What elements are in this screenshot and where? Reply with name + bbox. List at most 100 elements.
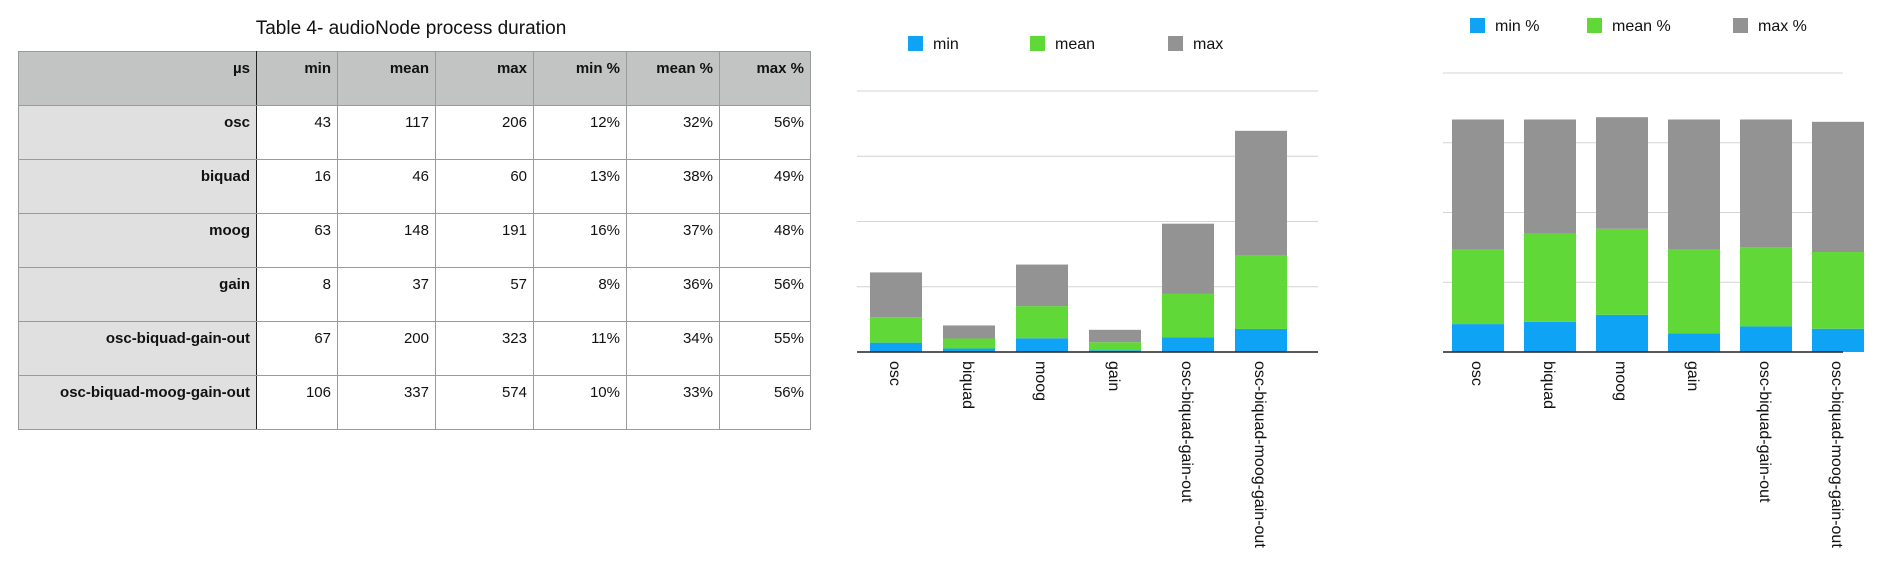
bar-max [1089, 329, 1141, 343]
bar-min [1089, 350, 1141, 352]
table-header-row: µs min mean max min % mean % max % [18, 51, 811, 106]
legend-label-min: min [933, 36, 959, 53]
cell-max-pct: 55% [719, 321, 811, 376]
bar-max [1668, 119, 1720, 250]
bar-min [1235, 328, 1287, 352]
x-tick-label: osc-biquad-gain-out [1178, 361, 1195, 503]
header-max: max [435, 51, 534, 106]
cell-max: 191 [435, 213, 534, 268]
legend-swatch-max [1733, 18, 1748, 33]
bar-min [1668, 333, 1720, 352]
x-tick-label: biquad [959, 361, 976, 409]
bar-min [1596, 314, 1648, 352]
cell-max: 323 [435, 321, 534, 376]
cell-max-pct: 49% [719, 159, 811, 214]
bar-mean [943, 338, 995, 349]
bar-mean [1452, 249, 1504, 325]
header-mean: mean [337, 51, 436, 106]
legend-label-mean: mean [1055, 36, 1095, 53]
header-min: min [256, 51, 338, 106]
bar-mean [1524, 233, 1576, 322]
bar-max [943, 325, 995, 339]
cell-mean: 117 [337, 105, 436, 160]
cell-mean: 200 [337, 321, 436, 376]
bar-max [1596, 117, 1648, 229]
bar-mean [1668, 249, 1720, 334]
bar-mean [1016, 306, 1068, 339]
bar-mean [870, 317, 922, 343]
legend-label-mean: mean % [1612, 18, 1671, 35]
cell-mean: 46 [337, 159, 436, 214]
bar-max [1235, 130, 1287, 256]
table-title: Table 4- audioNode process duration [255, 18, 567, 39]
header-max-pct: max % [719, 51, 811, 106]
cell-name: moog [18, 213, 257, 268]
cell-min-pct: 11% [533, 321, 627, 376]
x-tick-label: osc-biquad-gain-out [1756, 361, 1773, 503]
cell-min: 106 [256, 375, 338, 430]
table-row: osc-biquad-moog-gain-out 106 337 574 10% 33% 5… [18, 375, 811, 430]
table-row: moog 63 148 191 16% 37% 48% [18, 213, 811, 268]
x-tick-label: osc [1468, 361, 1485, 386]
header-min-pct: min % [533, 51, 627, 106]
bar-mean [1162, 293, 1214, 338]
cell-name: osc-biquad-gain-out [18, 321, 257, 376]
cell-mean-pct: 33% [626, 375, 720, 430]
x-tick-label: biquad [1540, 361, 1557, 409]
cell-max-pct: 48% [719, 213, 811, 268]
bar-min [1016, 338, 1068, 352]
cell-mean-pct: 37% [626, 213, 720, 268]
x-tick-label: osc [886, 361, 903, 386]
bar-min [1740, 326, 1792, 352]
bar-max [1524, 119, 1576, 234]
cell-min-pct: 13% [533, 159, 627, 214]
legend-label-max: max [1193, 36, 1223, 53]
x-tick-label: gain [1105, 361, 1122, 391]
bar-max [1740, 119, 1792, 248]
cell-mean-pct: 34% [626, 321, 720, 376]
legend-swatch-min [908, 36, 923, 51]
bar-min [943, 348, 995, 352]
x-tick-label: moog [1032, 361, 1049, 401]
legend-label-max: max % [1758, 18, 1807, 35]
table-row: gain 8 37 57 8% 36% 56% [18, 267, 811, 322]
cell-min-pct: 12% [533, 105, 627, 160]
cell-mean-pct: 36% [626, 267, 720, 322]
cell-mean: 148 [337, 213, 436, 268]
bar-mean [1089, 342, 1141, 351]
x-tick-label: moog [1612, 361, 1629, 401]
bar-min [870, 342, 922, 352]
cell-max: 574 [435, 375, 534, 430]
cell-max-pct: 56% [719, 375, 811, 430]
bar-min [1524, 321, 1576, 352]
bar-mean [1740, 247, 1792, 327]
legend-swatch-min [1470, 18, 1485, 33]
bar-max [870, 272, 922, 318]
cell-name: osc-biquad-moog-gain-out [18, 375, 257, 430]
bar-max [1016, 264, 1068, 307]
bar-min [1162, 337, 1214, 352]
duration-table: µs min mean max min % mean % max % osc 43… [18, 51, 811, 430]
cell-name: biquad [18, 159, 257, 214]
cell-name: osc [18, 105, 257, 160]
x-tick-label: osc-biquad-moog-gain-out [1251, 361, 1268, 548]
bar-min [1452, 324, 1504, 352]
legend-swatch-mean [1587, 18, 1602, 33]
bar-min [1812, 328, 1864, 352]
legend-label-min: min % [1495, 18, 1539, 35]
bar-mean [1235, 255, 1287, 329]
x-tick-label: gain [1684, 361, 1701, 391]
cell-name: gain [18, 267, 257, 322]
bar-max [1452, 119, 1504, 250]
cell-max: 57 [435, 267, 534, 322]
table-body: osc 43 117 206 12% 32% 56% biquad 16 46 60 13% 38% 49… [18, 105, 811, 430]
legend-swatch-mean [1030, 36, 1045, 51]
bar-max [1812, 121, 1864, 253]
x-tick-label: osc-biquad-moog-gain-out [1828, 361, 1845, 548]
cell-max-pct: 56% [719, 267, 811, 322]
cell-min-pct: 16% [533, 213, 627, 268]
bar-mean [1596, 228, 1648, 315]
bar-mean [1812, 252, 1864, 329]
legend-swatch-max [1168, 36, 1183, 51]
